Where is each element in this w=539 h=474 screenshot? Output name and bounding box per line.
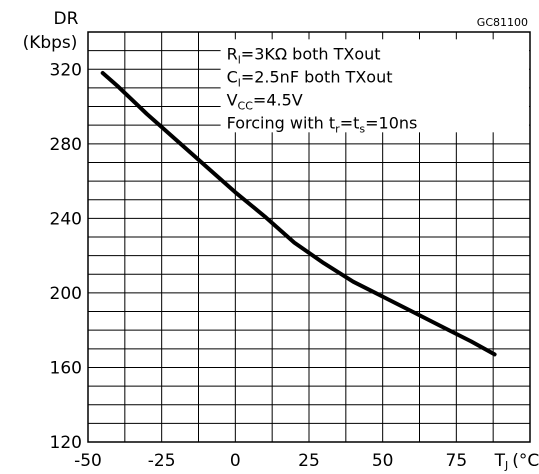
y-tick-label: 280 [50, 135, 82, 155]
x-axis-label: TJ(°C) [494, 451, 539, 472]
annotation-line: Forcing with tr=ts=10ns [227, 113, 418, 135]
x-tick-label: 25 [298, 451, 320, 471]
annotation-line: Cl=2.5nF both TXout [227, 67, 393, 89]
y-axis-label: DR [54, 9, 79, 29]
y-axis-unit: (Kbps) [23, 33, 78, 53]
y-tick-label: 240 [50, 209, 82, 229]
x-tick-label: 50 [372, 451, 394, 471]
y-tick-label: 320 [50, 60, 82, 80]
y-tick-label: 120 [50, 433, 82, 453]
x-tick-label: -50 [74, 451, 102, 471]
x-tick-label: -25 [148, 451, 176, 471]
annotation-box [220, 39, 529, 133]
y-tick-label: 160 [50, 358, 82, 378]
annotation-line: VCC=4.5V [227, 90, 303, 112]
annotation-line: Rl=3KΩ both TXout [227, 44, 381, 66]
figure-code: GC81100 [477, 16, 528, 29]
data-curve [100, 71, 497, 357]
y-tick-label: 200 [50, 284, 82, 304]
plot-frame [87, 31, 531, 443]
x-tick-label: 75 [446, 451, 468, 471]
x-tick-label: 0 [230, 451, 241, 471]
